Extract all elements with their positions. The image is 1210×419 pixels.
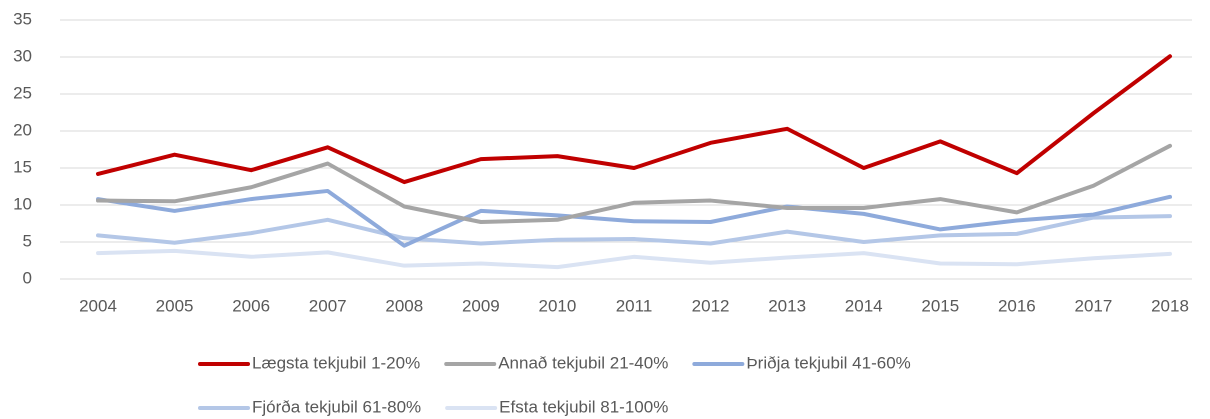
legend-label: Lægsta tekjubil 1-20%	[252, 353, 420, 372]
series-line	[96, 143, 1172, 225]
x-tick-label: 2004	[79, 296, 117, 315]
x-tick-label: 2013	[768, 296, 806, 315]
y-tick-label: 10	[13, 194, 32, 213]
legend-label: Fjórða tekjubil 61-80%	[252, 397, 421, 416]
y-tick-label: 5	[23, 231, 32, 250]
x-tick-label: 2018	[1151, 296, 1189, 315]
series-line	[96, 188, 1172, 248]
legend-label: Efsta tekjubil 81-100%	[499, 397, 668, 416]
x-tick-label: 2015	[921, 296, 959, 315]
x-tick-label: 2014	[845, 296, 883, 315]
x-tick-label: 2005	[156, 296, 194, 315]
series-line	[96, 54, 1172, 185]
y-tick-label: 25	[13, 83, 32, 102]
x-tick-label: 2006	[232, 296, 270, 315]
x-tick-label: 2008	[385, 296, 423, 315]
series-line	[96, 248, 1172, 270]
x-tick-label: 2010	[539, 296, 577, 315]
y-tick-label: 0	[23, 268, 32, 287]
x-tick-label: 2016	[998, 296, 1036, 315]
legend-label: Annað tekjubil 21-40%	[498, 353, 668, 372]
x-tick-label: 2012	[692, 296, 730, 315]
x-tick-label: 2007	[309, 296, 347, 315]
x-tick-label: 2009	[462, 296, 500, 315]
y-tick-label: 20	[13, 120, 32, 139]
y-tick-label: 15	[13, 157, 32, 176]
legend-label: Þriðja tekjubil 41-60%	[746, 353, 910, 372]
x-tick-label: 2017	[1075, 296, 1113, 315]
x-tick-label: 2011	[616, 296, 653, 315]
y-tick-label: 30	[13, 46, 32, 65]
series-line	[96, 214, 1172, 246]
y-tick-label: 35	[13, 9, 32, 28]
